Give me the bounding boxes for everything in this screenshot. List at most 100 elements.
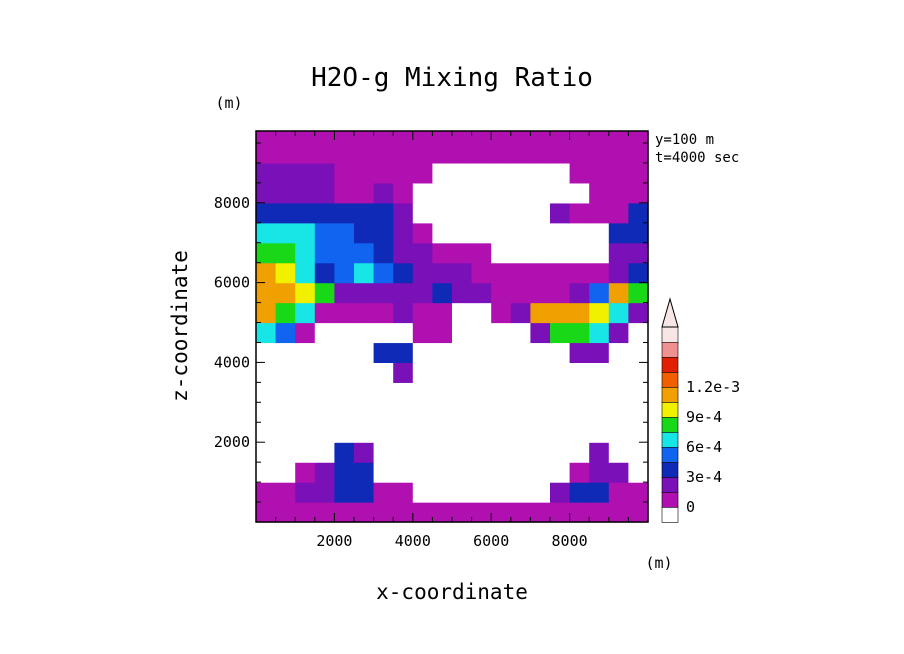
field-cell [510,482,531,503]
field-cell [314,142,335,164]
field-cell [589,182,610,204]
field-cell [354,242,375,264]
field-cell [373,342,394,364]
field-cell [550,362,571,383]
field-cell [373,162,394,184]
field-cell [491,422,512,443]
field-cell [373,242,394,264]
field-cell [491,382,512,403]
field-cell [256,282,277,304]
field-cell [628,131,649,144]
field-cell [471,382,492,403]
field-cell [628,462,649,483]
field-cell [393,302,414,324]
y-tick-label: 4000 [214,353,250,371]
field-cell [628,262,649,284]
field-cell [432,262,453,284]
field-cell [491,282,512,304]
field-cell [589,402,610,423]
field-cell [550,502,571,523]
field-cell [412,462,433,483]
colorbar-tick-label: 6e-4 [686,438,722,456]
field-cell [334,402,355,423]
field-cell [550,302,571,324]
x-tick-label: 6000 [473,532,509,550]
field-cell [412,282,433,304]
field-cell [295,262,316,284]
field-cell [256,442,277,463]
field-cell [530,462,551,483]
field-cell [530,222,551,244]
field-cell [491,182,512,204]
field-cell [510,242,531,264]
field-cell [295,202,316,224]
field-cell [295,222,316,244]
field-cell [589,482,610,503]
field-cell [314,482,335,503]
field-cell [530,502,551,523]
y-unit-label: (m) [215,94,242,112]
field-cell [530,242,551,264]
field-cell [471,502,492,523]
field-cell [295,362,316,383]
field-cell [510,422,531,443]
field-cell [354,262,375,284]
field-cell [452,322,473,344]
field-cell [608,222,629,244]
field-cell [608,182,629,204]
field-cell [256,482,277,503]
field-cell [471,282,492,304]
field-cell [256,342,277,364]
field-cell [471,202,492,224]
field-cell [393,322,414,344]
field-cell [550,442,571,463]
field-cell [275,162,296,184]
field-cell [373,422,394,443]
field-cell [491,462,512,483]
field-cell [471,242,492,264]
field-cell [334,222,355,244]
field-cell [569,282,590,304]
field-cell [550,322,571,344]
field-cell [452,502,473,523]
colorbar-swatch [661,491,679,508]
field-cell [393,342,414,364]
field-cell [550,222,571,244]
field-cell [510,362,531,383]
field-cell [295,142,316,164]
colorbar-swatch [661,386,679,403]
field-cell [491,442,512,463]
field-cell [452,262,473,284]
field-cell [569,362,590,383]
field-cell [589,302,610,324]
field-cell [256,242,277,264]
field-cell [491,262,512,284]
field-cell [491,242,512,264]
field-cell [569,322,590,344]
field-cell [530,322,551,344]
field-cell [452,131,473,144]
field-cell [393,402,414,423]
field-cell [432,242,453,264]
field-cell [628,302,649,324]
field-cell [314,182,335,204]
field-cell [373,402,394,423]
x-unit-label: (m) [645,554,672,572]
field-cell [314,422,335,443]
field-cell [393,282,414,304]
field-cell [550,142,571,164]
field-cell [275,362,296,383]
field-cell [510,222,531,244]
field-cell [550,131,571,144]
field-cell [412,342,433,364]
field-cell [295,342,316,364]
colorbar-swatch [661,461,679,478]
field-cell [256,262,277,284]
field-cell [275,182,296,204]
field-cell [628,362,649,383]
colorbar-swatch [661,356,679,373]
field-cell [589,462,610,483]
field-cell [354,442,375,463]
field-cell [412,302,433,324]
field-cell [628,282,649,304]
